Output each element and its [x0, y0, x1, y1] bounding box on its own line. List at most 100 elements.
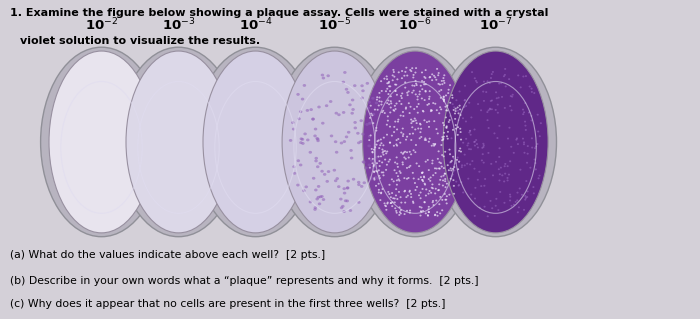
Ellipse shape	[435, 172, 437, 174]
Ellipse shape	[440, 196, 442, 198]
Ellipse shape	[396, 163, 398, 165]
Ellipse shape	[400, 103, 402, 105]
Ellipse shape	[387, 93, 389, 95]
Ellipse shape	[446, 109, 448, 111]
Ellipse shape	[531, 115, 533, 117]
Ellipse shape	[378, 105, 380, 107]
Ellipse shape	[494, 132, 496, 134]
Ellipse shape	[373, 171, 375, 173]
Ellipse shape	[428, 121, 430, 122]
Ellipse shape	[409, 191, 411, 193]
Ellipse shape	[523, 111, 525, 113]
Ellipse shape	[395, 139, 398, 141]
Ellipse shape	[469, 130, 471, 132]
Ellipse shape	[454, 113, 456, 115]
Ellipse shape	[459, 147, 461, 149]
Ellipse shape	[438, 183, 440, 185]
Ellipse shape	[448, 194, 450, 196]
Ellipse shape	[399, 211, 401, 213]
Ellipse shape	[384, 112, 386, 114]
Ellipse shape	[388, 81, 390, 83]
Ellipse shape	[398, 138, 400, 140]
Ellipse shape	[457, 168, 459, 170]
Ellipse shape	[432, 102, 434, 104]
Ellipse shape	[428, 211, 430, 213]
Ellipse shape	[507, 137, 509, 139]
Ellipse shape	[375, 127, 377, 129]
Ellipse shape	[525, 75, 527, 77]
Ellipse shape	[407, 157, 410, 159]
Ellipse shape	[393, 197, 395, 199]
Ellipse shape	[389, 142, 391, 144]
Ellipse shape	[430, 109, 432, 111]
Ellipse shape	[483, 185, 485, 187]
Ellipse shape	[376, 162, 378, 164]
Ellipse shape	[515, 139, 517, 141]
Ellipse shape	[510, 95, 512, 97]
Ellipse shape	[404, 190, 406, 192]
Ellipse shape	[391, 74, 393, 76]
Ellipse shape	[419, 206, 421, 208]
Ellipse shape	[438, 167, 440, 169]
Ellipse shape	[514, 201, 517, 203]
Ellipse shape	[322, 77, 326, 79]
Ellipse shape	[373, 164, 375, 166]
Ellipse shape	[402, 133, 405, 135]
Ellipse shape	[309, 201, 312, 204]
Ellipse shape	[453, 193, 455, 195]
Ellipse shape	[407, 94, 409, 96]
Ellipse shape	[402, 161, 404, 163]
Ellipse shape	[411, 67, 413, 69]
Ellipse shape	[434, 214, 436, 216]
Ellipse shape	[337, 185, 340, 188]
Ellipse shape	[382, 174, 384, 176]
Ellipse shape	[491, 100, 493, 101]
Ellipse shape	[491, 207, 494, 209]
Ellipse shape	[403, 177, 405, 179]
Ellipse shape	[394, 90, 396, 92]
Ellipse shape	[365, 82, 369, 85]
Ellipse shape	[453, 166, 455, 168]
Ellipse shape	[508, 174, 510, 175]
Ellipse shape	[195, 47, 316, 237]
Ellipse shape	[410, 193, 412, 195]
Ellipse shape	[457, 126, 459, 128]
Ellipse shape	[490, 77, 492, 79]
Ellipse shape	[409, 210, 411, 211]
Ellipse shape	[400, 196, 402, 198]
Ellipse shape	[414, 80, 416, 82]
Ellipse shape	[383, 137, 385, 138]
Ellipse shape	[510, 205, 512, 207]
Ellipse shape	[485, 91, 487, 93]
Ellipse shape	[425, 91, 427, 93]
Ellipse shape	[380, 142, 382, 144]
Ellipse shape	[465, 105, 467, 107]
Ellipse shape	[428, 190, 430, 192]
Ellipse shape	[386, 82, 389, 84]
Ellipse shape	[452, 179, 454, 181]
Ellipse shape	[525, 180, 527, 182]
Ellipse shape	[442, 155, 444, 157]
Ellipse shape	[381, 101, 383, 103]
Ellipse shape	[293, 172, 296, 175]
Ellipse shape	[395, 144, 398, 145]
Ellipse shape	[354, 47, 476, 237]
Ellipse shape	[384, 202, 386, 204]
Ellipse shape	[535, 168, 537, 170]
Ellipse shape	[372, 152, 374, 153]
Ellipse shape	[482, 162, 484, 164]
Ellipse shape	[397, 166, 399, 168]
Ellipse shape	[304, 185, 308, 188]
Ellipse shape	[380, 155, 382, 157]
Ellipse shape	[397, 175, 399, 177]
Ellipse shape	[339, 198, 342, 201]
Ellipse shape	[522, 76, 524, 78]
Ellipse shape	[409, 151, 411, 153]
Ellipse shape	[398, 100, 400, 102]
Ellipse shape	[371, 97, 374, 100]
Ellipse shape	[442, 185, 444, 187]
Ellipse shape	[301, 138, 304, 141]
Ellipse shape	[433, 204, 435, 206]
Ellipse shape	[381, 161, 383, 163]
Ellipse shape	[482, 91, 484, 93]
